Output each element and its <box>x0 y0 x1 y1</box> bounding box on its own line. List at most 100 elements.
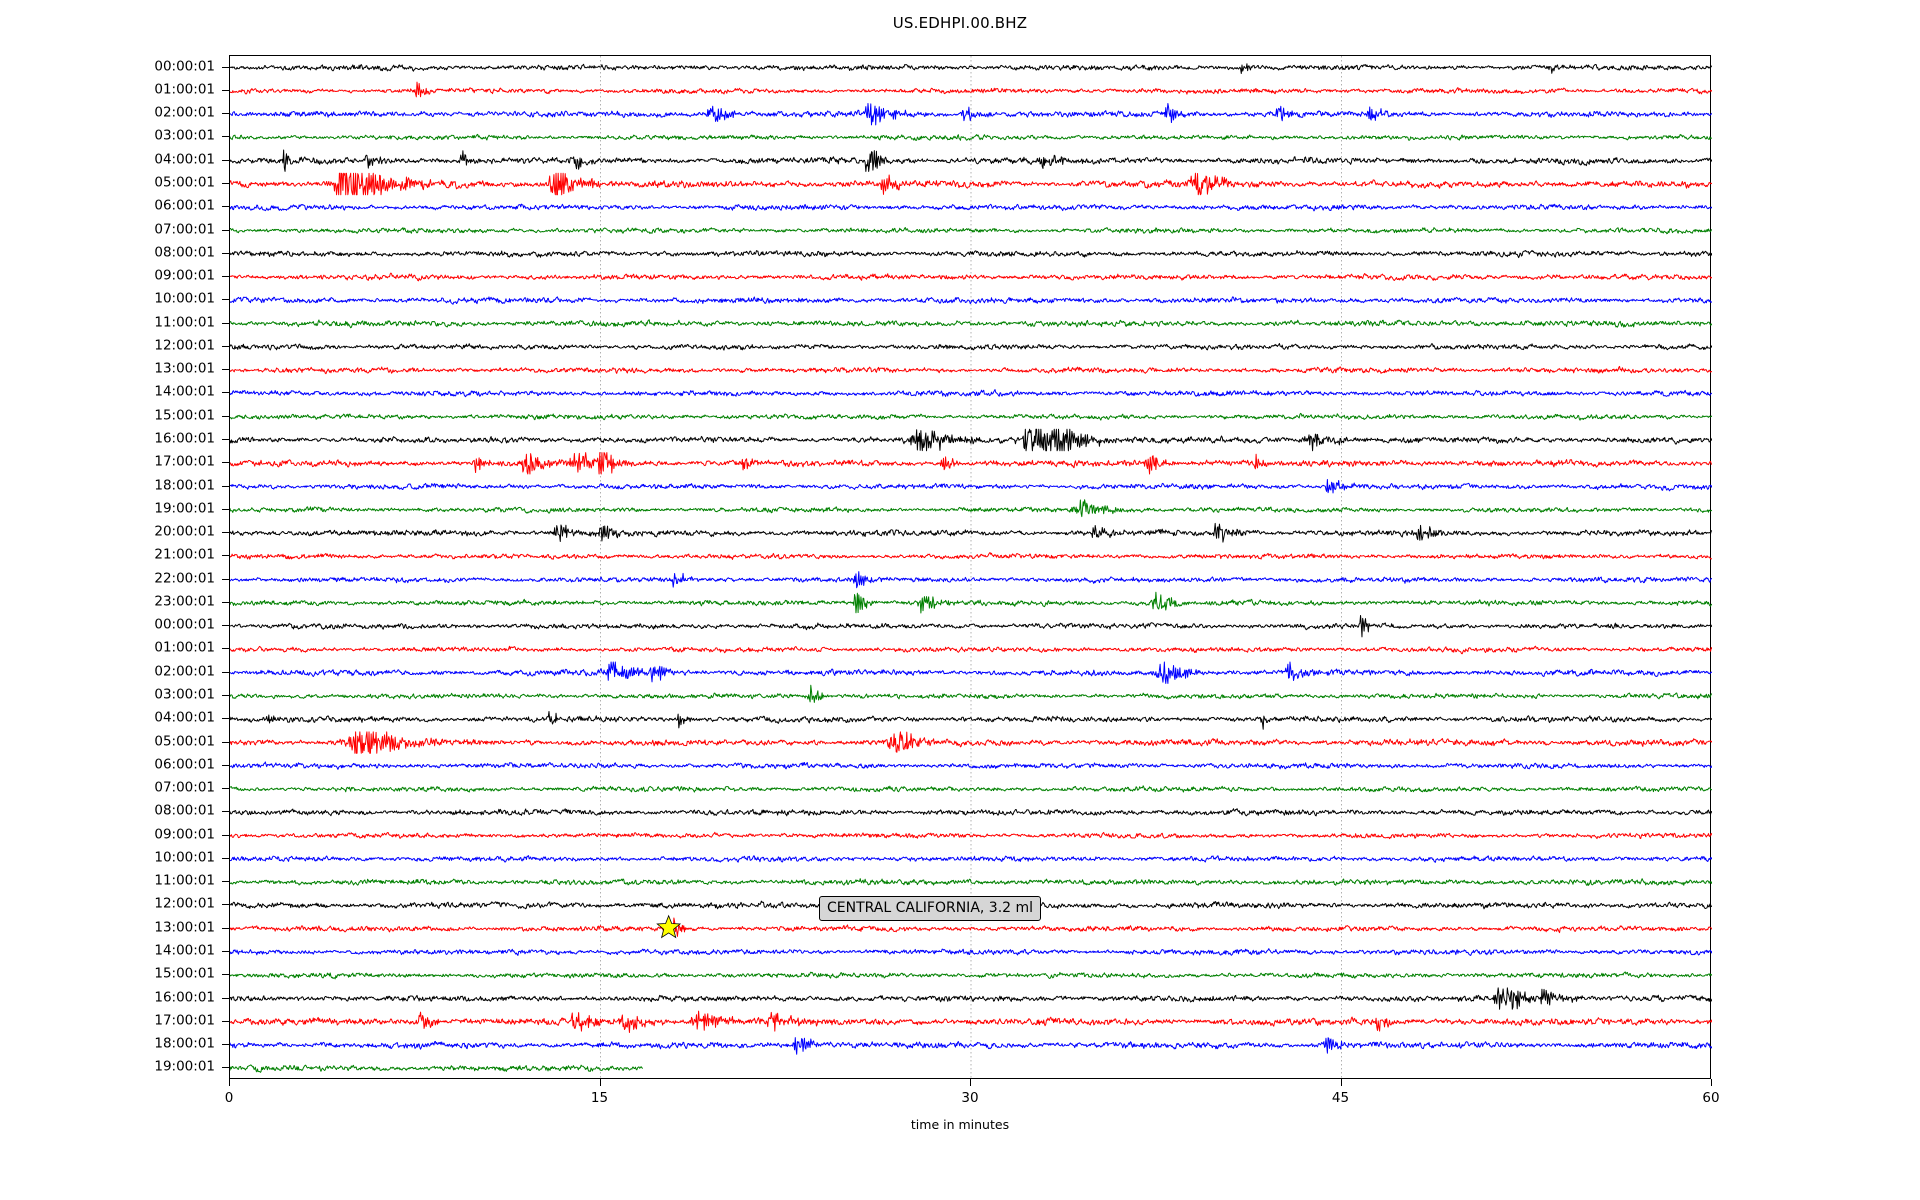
y-axis-tick-mark <box>222 951 229 952</box>
y-axis-tick-label: 22:00:01 <box>154 569 215 586</box>
y-axis-tick-mark <box>222 532 229 534</box>
y-axis-time-labels: 00:00:01 01:00:01 02:00:01 03:00:01 04:00:01… <box>0 55 215 1079</box>
y-axis-tick-label: 09:00:01 <box>154 825 215 842</box>
y-axis-tick-mark <box>222 508 229 510</box>
y-axis-tick-label: 18:00:01 <box>154 1035 215 1052</box>
seismogram-trace <box>230 731 1712 754</box>
y-axis-tick-mark <box>222 1067 229 1069</box>
seismogram-trace <box>230 479 1712 494</box>
page-title: US.EDHPI.00.BHZ <box>892 14 1028 32</box>
y-axis-tick-label: 00:00:01 <box>154 616 215 633</box>
seismogram-trace <box>230 684 1712 703</box>
y-axis-tick-mark <box>222 555 229 557</box>
y-axis-tick-mark <box>222 881 229 883</box>
seismogram-trace <box>230 63 1712 74</box>
y-axis-tick-mark <box>222 695 229 696</box>
y-axis-tick-label: 02:00:01 <box>154 104 215 121</box>
y-axis-tick-mark <box>222 601 229 603</box>
seismogram-trace <box>230 1010 1712 1034</box>
y-axis-tick-label: 00:00:01 <box>154 57 215 74</box>
seismogram-trace <box>230 785 1712 793</box>
seismogram-trace <box>230 571 1712 589</box>
earthquake-annotation-label: CENTRAL CALIFORNIA, 3.2 ml <box>819 896 1042 922</box>
y-axis-tick-label: 09:00:01 <box>154 267 215 284</box>
y-axis-tick-mark <box>222 345 229 347</box>
y-axis-tick-label: 08:00:01 <box>154 244 215 261</box>
y-axis-tick-label: 20:00:01 <box>154 523 215 540</box>
seismogram-trace <box>230 149 1712 172</box>
seismogram-trace <box>230 227 1712 235</box>
seismogram-traces <box>230 56 1712 1080</box>
seismogram-trace <box>230 661 1712 684</box>
x-axis-tick-label: 60 <box>1702 1090 1720 1106</box>
y-axis-tick-mark <box>222 578 229 580</box>
seismogram-trace <box>230 761 1712 770</box>
y-axis-tick-label: 15:00:01 <box>154 965 215 982</box>
y-axis-tick-label: 12:00:01 <box>154 895 215 912</box>
seismogram-trace <box>230 878 1712 886</box>
seismogram-trace <box>230 452 1712 475</box>
y-axis-tick-label: 07:00:01 <box>154 220 215 237</box>
y-axis-tick-mark <box>222 974 229 976</box>
y-axis-tick-label: 18:00:01 <box>154 476 215 493</box>
y-axis-tick-label: 04:00:01 <box>154 709 215 726</box>
seismogram-trace <box>230 1064 643 1073</box>
y-axis-tick-mark <box>222 671 229 673</box>
y-axis-tick-mark <box>222 439 229 440</box>
seismogram-trace <box>230 614 1712 638</box>
y-axis-tick-label: 14:00:01 <box>154 383 215 400</box>
x-axis-tick-mark <box>1340 1079 1342 1086</box>
y-axis-tick-label: 17:00:01 <box>154 1012 215 1029</box>
y-axis-tick-mark <box>222 764 229 766</box>
seismogram-trace <box>230 948 1712 956</box>
x-axis-tick-mark <box>970 1079 971 1086</box>
y-axis-tick-mark <box>222 625 229 627</box>
x-axis-label: time in minutes <box>910 1117 1010 1132</box>
y-axis-tick-label: 17:00:01 <box>154 453 215 470</box>
y-axis-tick-label: 06:00:01 <box>154 197 215 214</box>
y-axis-tick-mark <box>222 462 229 464</box>
seismogram-trace <box>230 855 1712 863</box>
seismogram-trace <box>230 389 1712 398</box>
seismogram-trace <box>230 249 1712 259</box>
y-axis-tick-label: 14:00:01 <box>154 942 215 959</box>
seismogram-trace <box>230 987 1712 1010</box>
y-axis-tick-label: 19:00:01 <box>154 500 215 517</box>
seismogram-trace <box>230 365 1712 375</box>
y-axis-tick-mark <box>222 252 229 254</box>
y-axis-tick-mark <box>222 927 229 929</box>
x-axis-tick-label: 45 <box>1331 1090 1350 1106</box>
y-axis-tick-mark <box>222 299 229 301</box>
y-axis-tick-mark <box>222 392 229 394</box>
y-axis-tick-mark <box>222 788 229 790</box>
y-axis-tick-label: 19:00:01 <box>154 1058 215 1075</box>
y-axis-tick-mark <box>222 904 229 906</box>
seismogram-trace <box>230 172 1712 196</box>
seismogram-trace <box>230 591 1712 614</box>
y-axis-tick-mark <box>222 857 229 859</box>
y-axis-tick-label: 08:00:01 <box>154 802 215 819</box>
y-axis-tick-mark <box>222 741 229 743</box>
seismogram-trace <box>230 808 1712 817</box>
y-axis-tick-mark <box>222 811 229 813</box>
y-axis-tick-label: 15:00:01 <box>154 406 215 423</box>
y-axis-tick-mark <box>222 369 229 371</box>
y-axis-tick-label: 13:00:01 <box>154 918 215 935</box>
y-axis-tick-label: 16:00:01 <box>154 988 215 1005</box>
y-axis-tick-label: 01:00:01 <box>154 81 215 98</box>
y-axis-tick-mark <box>222 322 229 324</box>
y-axis-tick-mark <box>222 997 229 999</box>
seismogram-trace <box>230 831 1712 840</box>
y-axis-tick-label: 04:00:01 <box>154 150 215 167</box>
seismogram-trace <box>230 296 1712 305</box>
seismogram-trace <box>230 412 1712 421</box>
y-axis-tick-label: 02:00:01 <box>154 662 215 679</box>
x-axis-tick-mark <box>229 1079 230 1086</box>
x-axis-tick-mark <box>599 1079 601 1086</box>
y-axis-tick-mark <box>222 229 229 231</box>
seismogram-trace <box>230 319 1712 329</box>
y-axis-tick-mark <box>222 89 229 91</box>
y-axis-tick-mark <box>222 113 229 115</box>
seismogram-trace <box>230 133 1712 141</box>
